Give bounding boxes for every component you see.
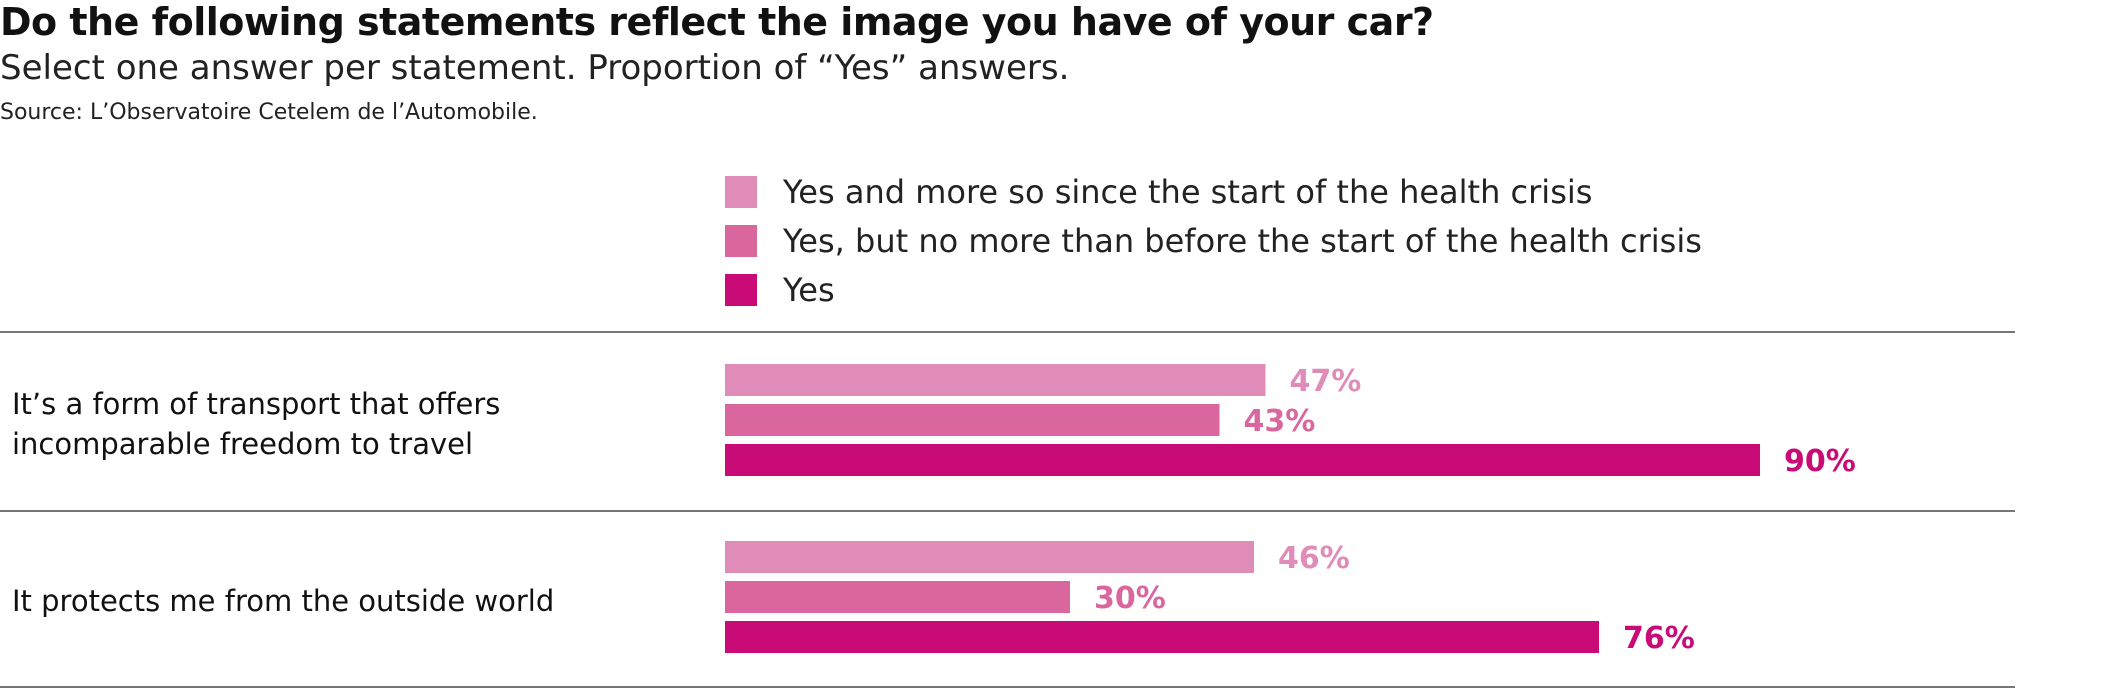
legend-label-1: Yes and more so since the start of the h… xyxy=(783,173,1593,211)
chart-subtitle: Select one answer per statement. Proport… xyxy=(0,48,1070,88)
value-label-1-series-2: 43% xyxy=(1244,404,1316,439)
chart-source: Source: L’Observatoire Cetelem de l’Auto… xyxy=(0,100,538,125)
chart-title: Do the following statements reflect the … xyxy=(0,0,1434,44)
legend-swatch-1 xyxy=(725,176,757,208)
legend-swatch-3 xyxy=(725,274,757,306)
category-label-1: It’s a form of transport that offers inc… xyxy=(12,387,501,461)
legend-label-2: Yes, but no more than before the start o… xyxy=(783,222,1702,260)
value-label-2-series-1: 46% xyxy=(1278,541,1350,576)
legend-item-2: Yes, but no more than before the start o… xyxy=(725,222,1702,260)
value-label-1-series-3: 90% xyxy=(1784,444,1856,479)
legend-swatch-2 xyxy=(725,225,757,257)
value-label-2-series-2: 30% xyxy=(1094,581,1166,616)
bar-2-series-2 xyxy=(725,581,1070,613)
value-label-1-series-1: 47% xyxy=(1290,364,1362,399)
divider-middle xyxy=(0,510,2015,512)
bar-1-series-3 xyxy=(725,444,1760,476)
bar-1-series-2 xyxy=(725,404,1220,436)
divider-bottom xyxy=(0,686,2015,688)
legend-label-3: Yes xyxy=(783,271,835,309)
bar-2-series-3 xyxy=(725,621,1599,653)
bar-1-series-1 xyxy=(725,364,1266,396)
legend-item-1: Yes and more so since the start of the h… xyxy=(725,173,1593,211)
bar-2-series-1 xyxy=(725,541,1254,573)
value-label-2-series-3: 76% xyxy=(1623,621,1695,656)
divider-top xyxy=(0,331,2015,333)
category-label-2: It protects me from the outside world xyxy=(12,584,555,618)
legend-item-3: Yes xyxy=(725,271,835,309)
